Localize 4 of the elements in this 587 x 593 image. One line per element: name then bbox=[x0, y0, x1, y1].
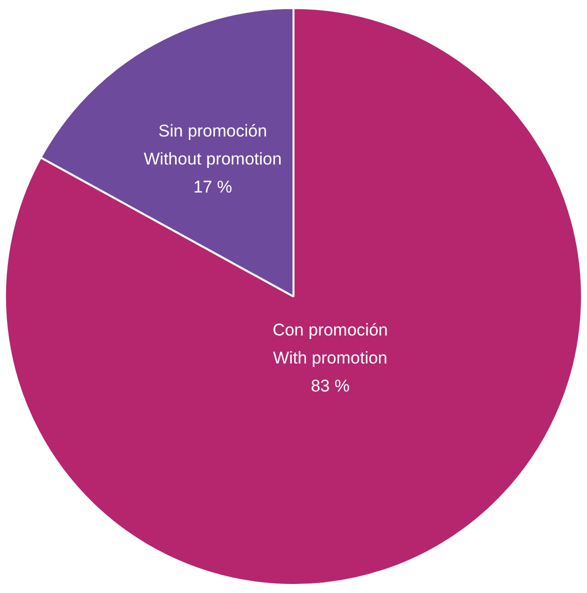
data-label: 17 % bbox=[193, 178, 232, 197]
slice-label: Con promoción With promotion bbox=[272, 320, 388, 368]
slice-label: Sin promoción Without promotion bbox=[144, 122, 282, 169]
data-label: 83 % bbox=[310, 376, 350, 396]
